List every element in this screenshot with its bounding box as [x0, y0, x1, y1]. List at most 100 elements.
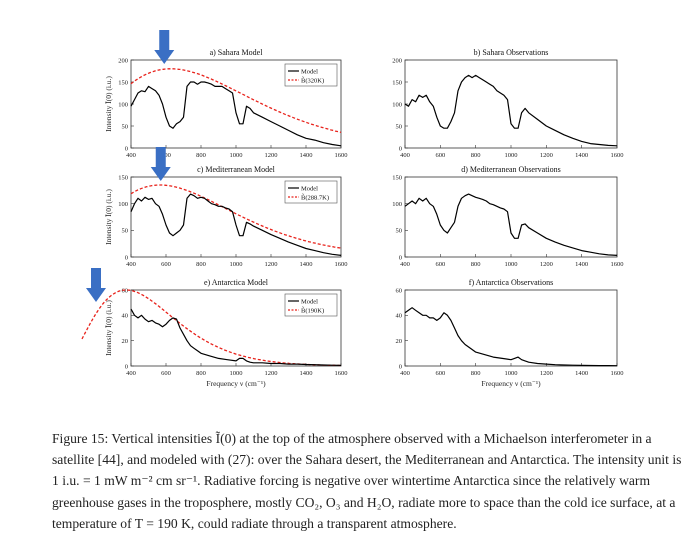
x-tick-label: 1200: [540, 370, 553, 377]
x-tick-label: 1000: [230, 370, 243, 377]
panel-title: c) Mediterranean Model: [197, 165, 276, 174]
y-tick-label: 150: [392, 79, 402, 86]
x-axis-label: Frequency ν (cm⁻¹): [481, 379, 541, 388]
x-tick-label: 600: [161, 370, 171, 377]
series-line: [404, 193, 618, 256]
y-tick-label: 0: [125, 363, 128, 370]
x-tick-label: 1400: [300, 370, 313, 377]
planck-curve: [130, 184, 342, 249]
y-tick-label: 200: [118, 57, 128, 64]
x-tick-label: 600: [161, 261, 171, 268]
y-tick-label: 50: [122, 123, 129, 130]
x-tick-label: 1000: [230, 152, 243, 159]
y-tick-label: 100: [392, 201, 402, 208]
x-tick-label: 1000: [505, 370, 518, 377]
down-arrow-icon: [154, 30, 175, 64]
y-tick-label: 0: [125, 254, 128, 261]
panel-title: a) Sahara Model: [210, 48, 264, 57]
y-tick-label: 150: [118, 174, 128, 181]
x-tick-label: 1200: [265, 152, 278, 159]
y-tick-label: 0: [399, 254, 402, 261]
x-tick-label: 1400: [575, 152, 588, 159]
y-tick-label: 0: [399, 145, 402, 152]
y-tick-label: 200: [392, 57, 402, 64]
y-tick-label: 100: [118, 201, 128, 208]
down-arrow-icon: [150, 147, 171, 181]
x-tick-label: 1000: [505, 261, 518, 268]
x-tick-label: 400: [126, 152, 136, 159]
legend-label-planck: B̃(288.7K): [301, 193, 329, 201]
x-tick-label: 400: [126, 261, 136, 268]
y-tick-label: 40: [122, 313, 129, 320]
x-tick-label: 1400: [575, 370, 588, 377]
y-tick-label: 50: [396, 123, 403, 130]
legend-label-model: Model: [301, 299, 318, 306]
y-tick-label: 20: [122, 338, 129, 345]
x-tick-label: 1600: [611, 152, 624, 159]
y-tick-label: 100: [392, 101, 402, 108]
planck-curve: [130, 68, 342, 134]
plot-frame: [404, 289, 618, 367]
x-tick-label: 1400: [575, 261, 588, 268]
legend-label-planck: B̃(320K): [301, 76, 324, 84]
x-tick-label: 800: [471, 152, 481, 159]
x-tick-label: 400: [126, 370, 136, 377]
x-tick-label: 400: [400, 261, 410, 268]
y-tick-label: 150: [118, 79, 128, 86]
y-tick-label: 0: [399, 363, 402, 370]
y-tick-label: 50: [122, 228, 129, 235]
x-tick-label: 1600: [335, 370, 348, 377]
x-tick-label: 1400: [300, 152, 313, 159]
x-tick-label: 1200: [540, 152, 553, 159]
x-tick-label: 1600: [335, 152, 348, 159]
panel-d: d) Mediterranean Observations 400 600 800 10…: [392, 165, 623, 268]
legend-label-planck: B̃(190K): [301, 306, 324, 314]
plot-frame: [404, 176, 618, 258]
panel-title: d) Mediterranean Observations: [461, 165, 561, 174]
legend-box: [284, 293, 338, 317]
y-tick-label: 100: [118, 101, 128, 108]
legend-box: [284, 63, 338, 87]
y-tick-label: 20: [396, 338, 403, 345]
x-tick-label: 600: [435, 152, 445, 159]
plot-frame: [404, 59, 618, 149]
x-tick-label: 1200: [265, 370, 278, 377]
x-tick-label: 1600: [335, 261, 348, 268]
y-axis-label: Intensity Ĩ(0) (i.u.): [103, 76, 113, 132]
x-tick-label: 800: [196, 370, 206, 377]
panel-title: b) Sahara Observations: [474, 48, 549, 57]
y-tick-label: 40: [396, 313, 403, 320]
x-tick-label: 800: [196, 152, 206, 159]
x-tick-label: 1200: [540, 261, 553, 268]
series-line: [404, 74, 618, 147]
caption-text: Vertical intensities Ĩ(0) at the top of …: [52, 431, 682, 531]
y-tick-label: 0: [125, 145, 128, 152]
x-tick-label: 800: [471, 370, 481, 377]
x-tick-label: 800: [196, 261, 206, 268]
x-tick-label: 1200: [265, 261, 278, 268]
y-tick-label: 60: [122, 287, 129, 294]
x-tick-label: 600: [435, 370, 445, 377]
x-tick-label: 400: [400, 152, 410, 159]
series-line: [130, 308, 342, 366]
x-tick-label: 1600: [611, 370, 624, 377]
down-arrow-icon: [86, 268, 106, 302]
panel-title: e) Antarctica Model: [204, 278, 269, 287]
y-tick-label: 150: [392, 174, 402, 181]
y-tick-label: 50: [396, 228, 403, 235]
x-tick-label: 1600: [611, 261, 624, 268]
series-line: [130, 81, 342, 147]
x-tick-label: 1400: [300, 261, 313, 268]
panel-title: f) Antarctica Observations: [469, 278, 553, 287]
y-axis-label: Intensity Ĩ(0) (i.u.): [103, 189, 113, 245]
x-tick-label: 400: [400, 370, 410, 377]
y-tick-label: 60: [396, 287, 403, 294]
legend-label-model: Model: [301, 186, 318, 193]
series-line: [404, 307, 618, 367]
